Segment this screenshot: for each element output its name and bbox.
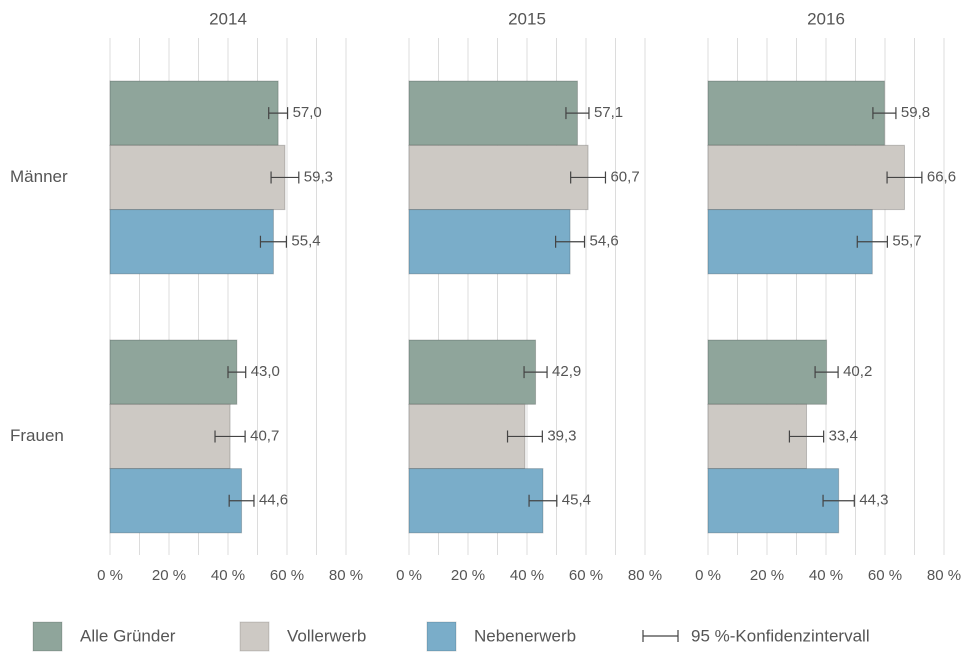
- value-label: 55,4: [291, 233, 320, 250]
- bar: [408, 80, 578, 146]
- value-label: 39,3: [547, 427, 576, 444]
- panel-title: 2015: [508, 9, 546, 28]
- value-label: 66,6: [927, 168, 956, 185]
- legend-ci-icon: [642, 630, 679, 642]
- legend-swatch: [239, 621, 270, 652]
- x-tick-label: 40 %: [211, 567, 245, 584]
- bar: [109, 80, 279, 146]
- value-label: 40,7: [250, 427, 279, 444]
- legend-swatch: [426, 621, 457, 652]
- bar: [109, 339, 238, 405]
- bar: [408, 468, 544, 534]
- bar: [408, 339, 537, 405]
- panel-title: 2014: [209, 9, 247, 28]
- bar: [707, 339, 828, 405]
- legend-label: Nebenerwerb: [474, 626, 576, 645]
- error-bar: [872, 107, 897, 120]
- value-label: 57,0: [293, 104, 322, 121]
- value-label: 54,6: [590, 233, 619, 250]
- bar: [707, 468, 840, 534]
- value-label: 44,6: [259, 492, 288, 509]
- bar: [109, 209, 274, 275]
- x-tick-label: 20 %: [152, 567, 186, 584]
- value-label: 57,1: [594, 104, 623, 121]
- error-bar: [259, 235, 288, 248]
- category-label: Frauen: [10, 426, 64, 445]
- bar: [707, 209, 873, 275]
- x-tick-label: 60 %: [270, 567, 304, 584]
- error-bar: [523, 366, 548, 379]
- value-label: 60,7: [610, 168, 639, 185]
- bar: [408, 209, 571, 275]
- bar: [707, 144, 905, 211]
- error-bar: [565, 107, 590, 120]
- bar: [707, 80, 885, 146]
- x-tick-label: 80 %: [927, 567, 961, 584]
- value-label: 59,3: [304, 168, 333, 185]
- error-bar: [506, 430, 543, 443]
- value-label: 33,4: [829, 427, 858, 444]
- x-tick-label: 0 %: [396, 567, 422, 584]
- bar: [408, 144, 589, 211]
- x-tick-label: 20 %: [451, 567, 485, 584]
- x-tick-label: 40 %: [809, 567, 843, 584]
- x-tick-label: 60 %: [569, 567, 603, 584]
- error-bar: [227, 366, 247, 379]
- error-bar: [886, 171, 923, 184]
- legend-label: Vollerwerb: [287, 626, 366, 645]
- value-label: 45,4: [562, 492, 591, 509]
- bar: [109, 403, 231, 470]
- bar: [109, 468, 243, 534]
- error-bar: [788, 430, 825, 443]
- error-bar: [814, 366, 839, 379]
- value-label: 55,7: [892, 233, 921, 250]
- x-tick-label: 80 %: [329, 567, 363, 584]
- x-tick-label: 20 %: [750, 567, 784, 584]
- value-label: 44,3: [859, 492, 888, 509]
- bar: [408, 403, 526, 470]
- error-bar: [555, 235, 586, 248]
- error-bar: [856, 235, 888, 248]
- error-bar: [214, 430, 246, 443]
- x-tick-label: 60 %: [868, 567, 902, 584]
- error-bar: [268, 107, 289, 120]
- error-bar: [528, 494, 558, 507]
- x-tick-label: 80 %: [628, 567, 662, 584]
- x-tick-label: 0 %: [97, 567, 123, 584]
- value-label: 43,0: [251, 363, 280, 380]
- x-tick-label: 40 %: [510, 567, 544, 584]
- legend-label: 95 %-Konfidenzintervall: [691, 626, 870, 645]
- error-bar: [822, 494, 855, 507]
- error-bar: [570, 171, 607, 184]
- bar: [109, 144, 286, 211]
- x-tick-label: 0 %: [695, 567, 721, 584]
- value-label: 40,2: [843, 363, 872, 380]
- error-bar: [270, 171, 300, 184]
- value-label: 42,9: [552, 363, 581, 380]
- legend-swatch: [32, 621, 63, 652]
- legend-label: Alle Gründer: [80, 626, 176, 645]
- value-label: 59,8: [901, 104, 930, 121]
- error-bar: [228, 494, 255, 507]
- category-label: Männer: [10, 167, 68, 186]
- panel-title: 2016: [807, 9, 845, 28]
